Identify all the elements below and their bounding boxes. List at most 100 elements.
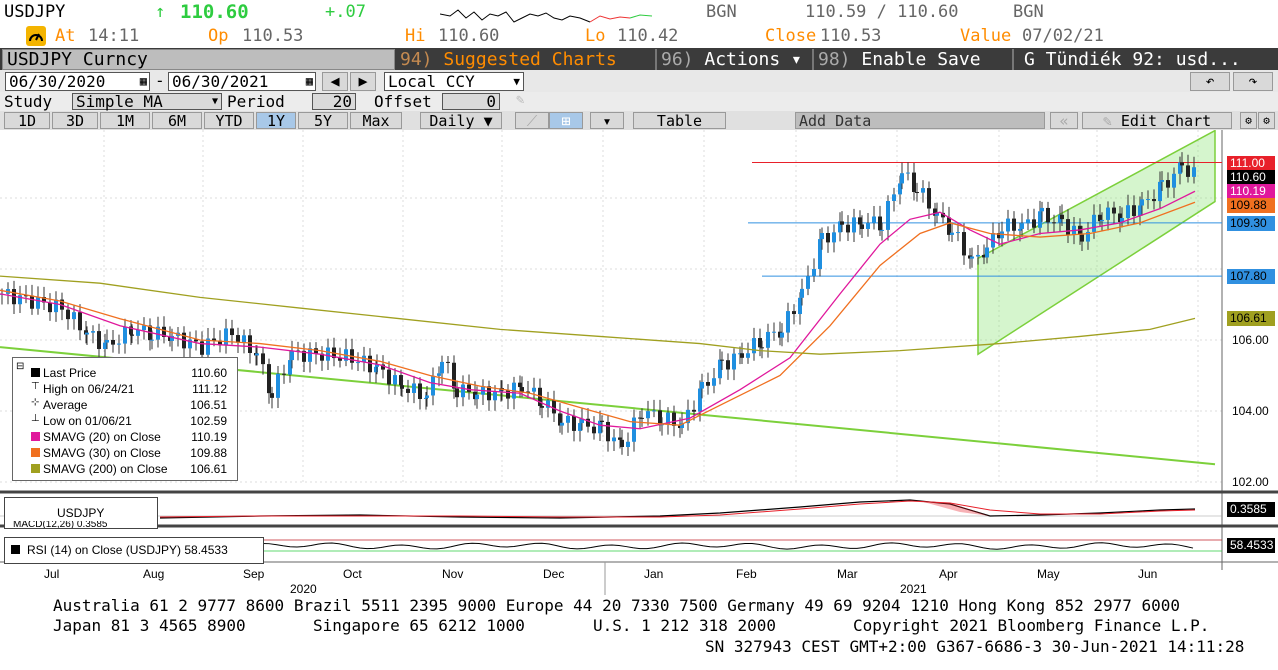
candle <box>692 409 696 412</box>
period-button-1m[interactable]: 1M <box>100 112 150 129</box>
candle <box>30 295 34 309</box>
period-field[interactable]: 20 <box>312 93 356 110</box>
legend-name: High on 06/24/21 <box>43 382 135 396</box>
candle <box>1098 214 1102 222</box>
candle <box>578 423 582 431</box>
candle <box>48 302 52 313</box>
enable-save-button[interactable]: 98) Enable Save <box>812 49 1009 70</box>
line-chart-icon[interactable]: ⟋ <box>515 112 549 129</box>
high-label: Hi <box>405 26 426 46</box>
candle <box>142 325 146 330</box>
legend-swatch: ⊤ <box>31 381 40 392</box>
x-year-label: 2020 <box>290 582 317 596</box>
actions-menu[interactable]: 96) Actions ▾ <box>655 49 810 70</box>
prev-period-button[interactable]: ◀ <box>322 72 348 91</box>
candle <box>732 353 736 370</box>
collapse-icon[interactable]: « <box>1050 112 1078 129</box>
end-date-field[interactable]: 06/30/2021 ▦ <box>168 72 316 91</box>
candle <box>290 350 294 361</box>
chart-type-dropdown-icon[interactable]: ▾ <box>590 112 624 129</box>
study-select[interactable]: Simple MA ▼ <box>72 93 222 110</box>
period-button-max[interactable]: Max <box>350 112 402 129</box>
study-type: Simple MA <box>76 92 163 111</box>
candle <box>712 378 716 386</box>
macd-tag: 0.3585 <box>1227 502 1275 517</box>
macd-name: USDJPY <box>57 506 105 520</box>
table-button[interactable]: Table <box>633 112 726 129</box>
candle <box>832 232 836 243</box>
edit-chart-button[interactable]: ✎ Edit Chart <box>1082 112 1232 129</box>
period-button-1y[interactable]: 1Y <box>256 112 296 129</box>
chart-name[interactable]: G Tündiék 92: usd... <box>1012 49 1276 70</box>
x-tick-label: Nov <box>442 567 464 581</box>
period-button-ytd[interactable]: YTD <box>204 112 254 129</box>
currency-select[interactable]: Local CCY ▼ <box>384 72 524 91</box>
footer-us: U.S. 1 212 318 2000 <box>593 616 777 635</box>
candle <box>1180 162 1184 166</box>
period-button-3d[interactable]: 3D <box>52 112 98 129</box>
candle <box>806 276 810 289</box>
candle <box>935 212 939 216</box>
period-button-5y[interactable]: 5Y <box>298 112 348 129</box>
legend-row: SMAVG (20) on Close 110.19 <box>13 429 237 445</box>
redo-button[interactable]: ↷ <box>1233 72 1273 91</box>
candle <box>54 299 58 313</box>
settings-icon[interactable]: ⚙ <box>1240 112 1257 129</box>
candle <box>720 359 724 361</box>
candle <box>586 418 590 427</box>
suggested-charts-button[interactable]: 94) Suggested Charts <box>400 49 650 70</box>
candle <box>780 332 784 338</box>
collapse-icon[interactable]: ⊟ <box>16 361 25 372</box>
calendar-icon[interactable]: ▦ <box>139 74 147 88</box>
candle <box>915 192 919 194</box>
offset-field[interactable]: 0 <box>442 93 500 110</box>
candle <box>976 254 980 257</box>
legend-name: SMAVG (30) on Close <box>43 446 161 460</box>
candle <box>706 382 710 386</box>
candle <box>117 343 121 345</box>
gear-icon[interactable]: ⚙ <box>1258 112 1275 129</box>
candle <box>947 217 951 235</box>
candle <box>566 415 570 423</box>
footer-phones: Australia 61 2 9777 8600 Brazil 5511 239… <box>53 596 1181 615</box>
candle <box>1152 199 1156 202</box>
pencil-icon[interactable]: ✎ <box>516 92 525 108</box>
up-arrow-icon: ↑ <box>155 2 166 22</box>
candle <box>206 338 210 355</box>
candle <box>1012 218 1016 231</box>
legend-row: ⊹ Average 106.51 <box>13 397 237 413</box>
candle <box>818 239 822 270</box>
period-button-1d[interactable]: 1D <box>4 112 50 129</box>
legend-swatch <box>31 464 40 473</box>
candle <box>921 188 925 193</box>
add-data-field[interactable]: Add Data <box>795 112 1045 129</box>
frequency-select[interactable]: Daily ▼ <box>420 112 502 129</box>
macd-line <box>159 499 1196 519</box>
candle <box>1038 211 1042 228</box>
candle-chart-icon[interactable]: ⊞ <box>549 112 583 129</box>
next-period-button[interactable]: ▶ <box>350 72 376 91</box>
legend-value: 102.59 <box>190 414 227 428</box>
candle <box>772 331 776 333</box>
low-label: Lo <box>585 26 606 46</box>
candle <box>42 297 46 303</box>
suggested-label: Suggested Charts <box>443 49 617 70</box>
candle <box>84 330 88 335</box>
calendar-icon[interactable]: ▦ <box>305 74 313 88</box>
alert-gauge-icon[interactable] <box>26 26 46 46</box>
start-date: 06/30/2020 <box>9 72 106 91</box>
period-button-6m[interactable]: 6M <box>152 112 202 129</box>
candle <box>78 312 82 331</box>
x-tick-label: May <box>1037 567 1060 581</box>
rsi-tag: 58.4533 <box>1227 538 1275 553</box>
candle <box>320 353 324 361</box>
candle <box>156 326 160 340</box>
candle <box>518 382 522 388</box>
candle <box>162 326 166 337</box>
security-field[interactable]: USDJPY Curncy <box>2 49 395 70</box>
start-date-field[interactable]: 06/30/2020 ▦ <box>5 72 150 91</box>
actions-label: Actions ▾ <box>704 49 802 70</box>
undo-button[interactable]: ↶ <box>1190 72 1230 91</box>
candle <box>886 200 890 230</box>
sparkline-icon <box>440 9 653 23</box>
